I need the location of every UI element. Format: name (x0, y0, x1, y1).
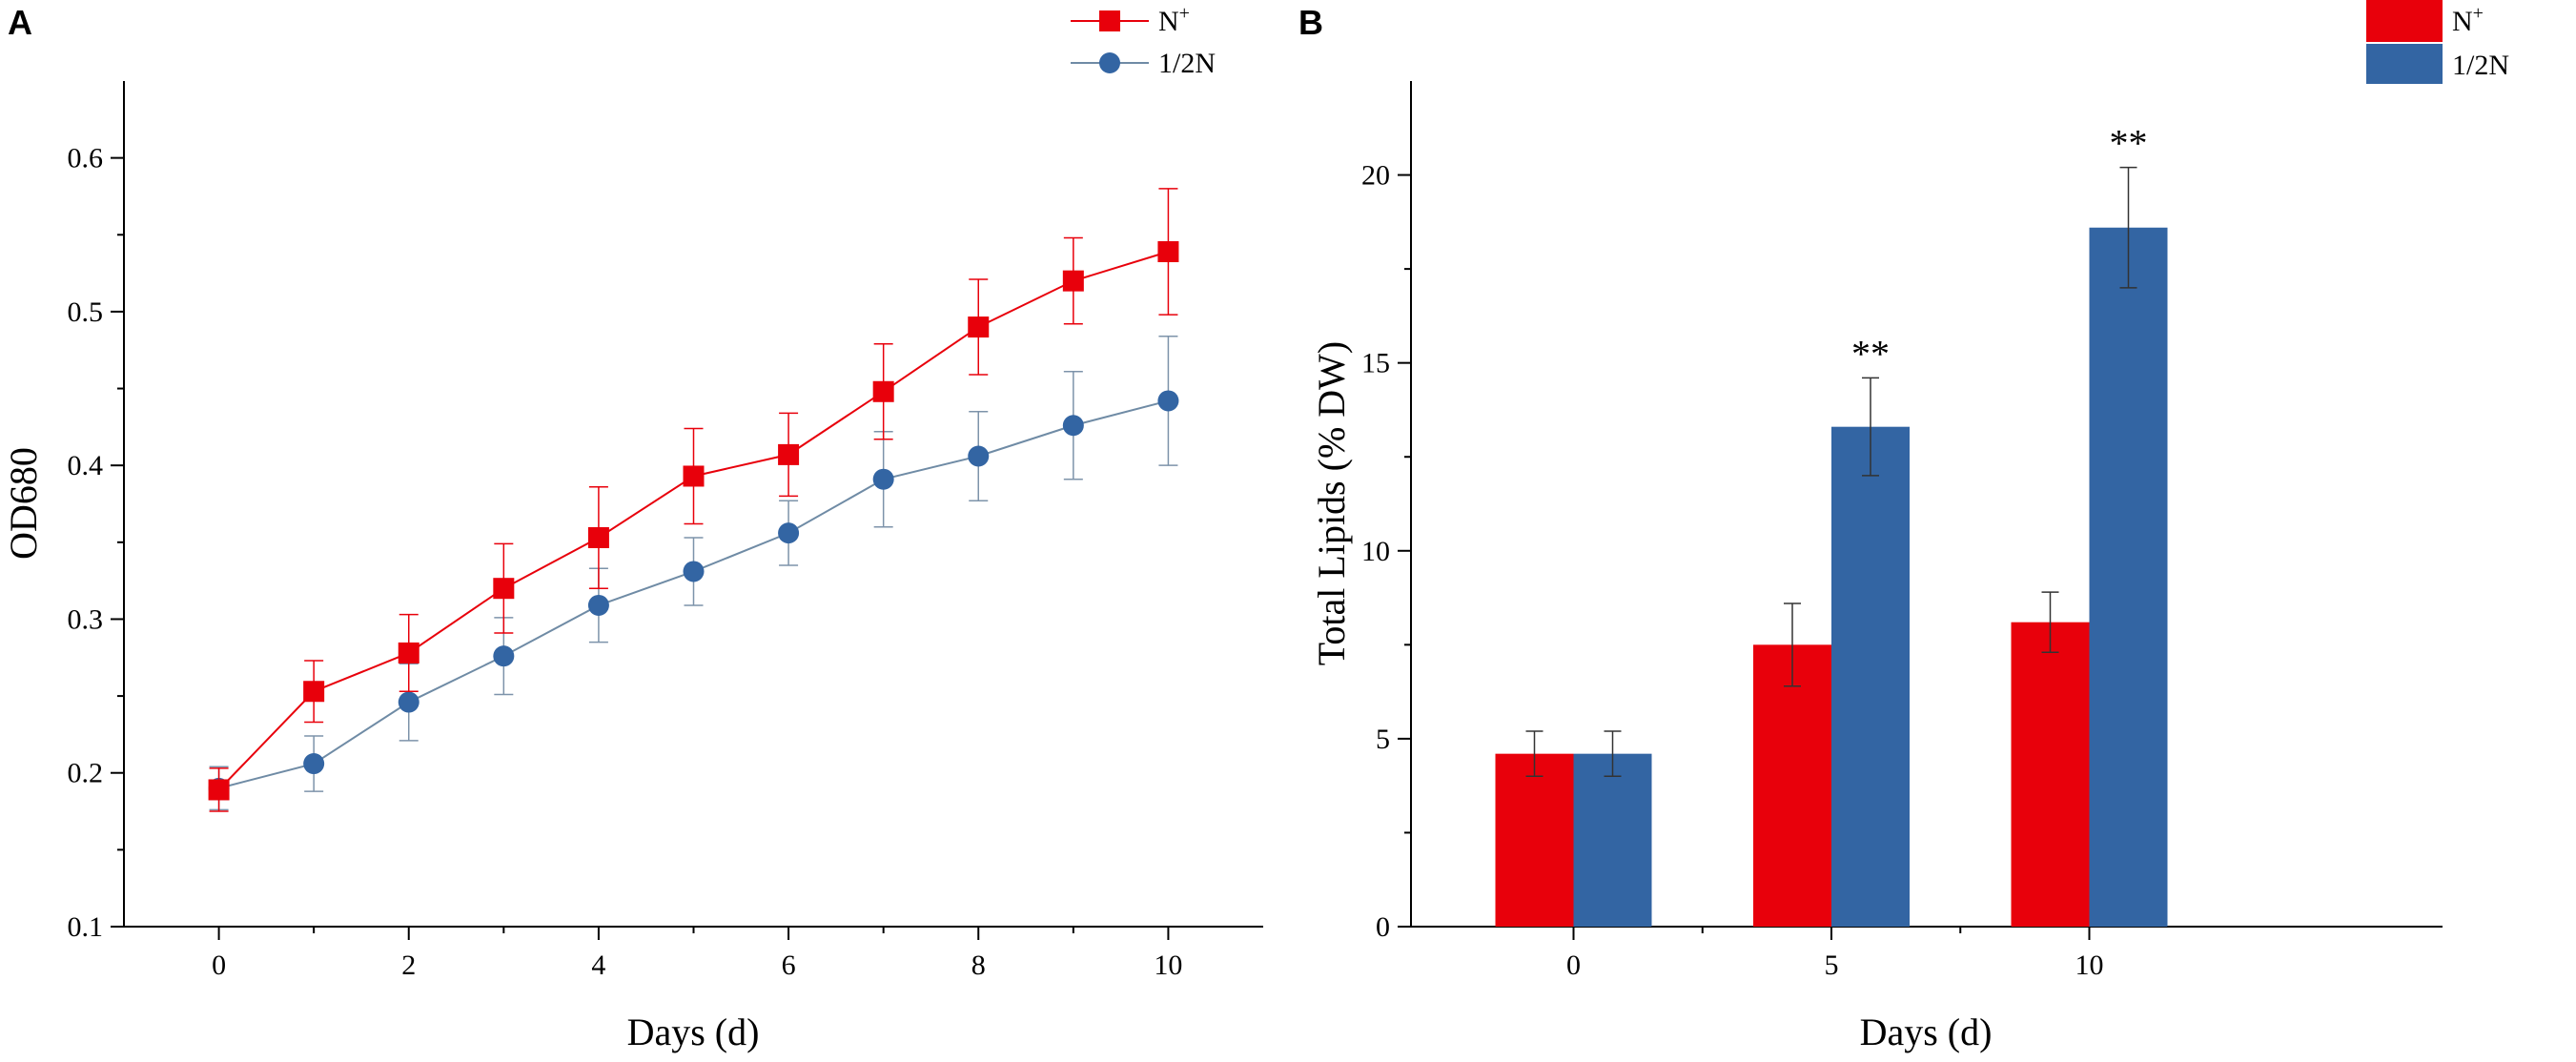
bar-group-n-day-5 (1753, 602, 1831, 927)
legend-b-half-n-label: 1/2N (2452, 50, 2509, 81)
series-n (208, 188, 1179, 812)
series-1-2n (208, 335, 1179, 811)
bar-n (2011, 622, 2090, 927)
data-point-circle (683, 561, 705, 582)
bar-group-n-day-0 (1495, 730, 1574, 927)
x-tick-label-a: 0 (212, 950, 226, 981)
bar-group-n-day-10 (2011, 591, 2090, 927)
bar-1-2n (1831, 426, 1910, 927)
data-point-square (778, 443, 800, 465)
data-point-circle (968, 445, 990, 467)
x-tick-label-a: 4 (591, 950, 605, 981)
bar-group-1-2n-day-10: ** (2089, 122, 2168, 927)
legend-a-half-n-label: 1/2N (1158, 48, 1216, 79)
legend-b-half-n-swatch (2366, 44, 2443, 84)
data-point-square (872, 380, 894, 402)
data-point-circle (587, 594, 609, 616)
data-point-circle (872, 468, 894, 490)
x-tick-label-a: 8 (971, 950, 986, 981)
x-tick-label-a: 2 (401, 950, 416, 981)
y-tick-label-b: 5 (1376, 724, 1390, 755)
data-point-circle (398, 691, 419, 713)
data-point-square (683, 465, 705, 487)
bar-n (1495, 753, 1574, 927)
panel-a-letter: A (8, 3, 32, 42)
panel-a-legend: N+ 1/2N (1071, 3, 1216, 79)
panel-a-y-axis-title: OD680 (2, 447, 45, 560)
x-tick-label-b: 5 (1825, 950, 1839, 981)
bar-n (1753, 644, 1831, 927)
panel-b-legend: N+ 1/2N (2366, 0, 2509, 84)
data-point-square (398, 642, 419, 664)
panel-a-x-axis-title: Days (d) (627, 1011, 760, 1053)
y-tick-label-a: 0.4 (68, 450, 104, 481)
bar-group-1-2n-day-5: ** (1831, 332, 1910, 927)
data-point-square (1157, 241, 1179, 263)
legend-a-n-label: N+ (1158, 3, 1190, 37)
y-tick-label-a: 0.6 (68, 143, 104, 174)
data-point-circle (303, 753, 325, 775)
bar-group-1-2n-day-0 (1573, 730, 1652, 927)
data-point-circle (1062, 415, 1084, 437)
data-point-square (968, 317, 990, 338)
panel-b-letter: B (1298, 3, 1323, 42)
y-tick-label-b: 20 (1361, 160, 1390, 192)
panel-b-y-axis-title: Total Lipids (% DW) (1310, 341, 1353, 665)
significance-marker: ** (1851, 332, 1890, 375)
legend-a-half-n-circle-marker (1099, 52, 1120, 73)
bar-1-2n (1573, 753, 1652, 927)
panel-b-x-axis-title: Days (d) (1860, 1011, 1993, 1053)
x-tick-label-b: 0 (1566, 950, 1581, 981)
data-point-square (303, 681, 325, 703)
y-tick-label-a: 0.2 (68, 758, 104, 789)
data-point-circle (493, 645, 515, 667)
y-tick-label-a: 0.3 (68, 603, 104, 635)
significance-marker: ** (2110, 122, 2148, 165)
data-point-square (493, 578, 515, 600)
y-tick-label-b: 10 (1361, 536, 1390, 567)
panel-a-line-chart: A 0.1 0.2 0.3 0.4 0.5 0.6 0 2 4 6 8 10 OD680 Days … (2, 3, 1263, 1053)
data-point-circle (1157, 390, 1179, 412)
x-tick-label-a: 10 (1154, 950, 1182, 981)
data-point-square (1062, 270, 1084, 292)
data-point-square (208, 779, 230, 801)
y-tick-label-b: 0 (1376, 911, 1390, 943)
x-tick-label-a: 6 (782, 950, 796, 981)
data-point-circle (778, 522, 800, 544)
panel-b-bar-chart: B 0 5 10 15 20 0 5 10 Total Lipids (% DW) Days… (1298, 0, 2509, 1053)
legend-b-n-label: N+ (2452, 3, 2484, 37)
x-tick-label-b: 10 (2075, 950, 2104, 981)
y-tick-label-a: 0.1 (68, 911, 104, 943)
legend-a-n-square-marker (1099, 10, 1120, 31)
y-tick-label-b: 15 (1361, 348, 1390, 379)
data-point-square (587, 526, 609, 548)
y-tick-label-a: 0.5 (68, 296, 104, 328)
bar-1-2n (2089, 227, 2168, 927)
legend-b-n-swatch (2366, 0, 2443, 42)
